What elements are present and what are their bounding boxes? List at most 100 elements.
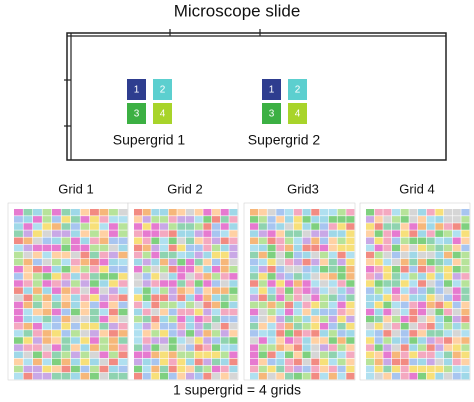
grid-cell — [302, 358, 311, 366]
grid-cell — [452, 216, 461, 223]
grid-cell — [461, 308, 470, 316]
grid-cell — [61, 308, 71, 316]
grid-cell — [71, 251, 80, 259]
grid-cell — [276, 351, 285, 359]
grid-cell — [452, 223, 461, 230]
grid-cell — [99, 287, 109, 294]
grid-cell — [293, 365, 302, 373]
grid-cell — [194, 301, 203, 309]
grid-cell — [42, 315, 52, 323]
grid-cell — [285, 230, 294, 237]
grid-cell — [142, 315, 151, 323]
grid-cell — [177, 365, 186, 373]
grid-cell — [426, 323, 435, 330]
grid-cell — [418, 358, 427, 366]
grid-cell — [229, 216, 238, 223]
grid-cell — [250, 323, 259, 330]
grid-cell — [80, 323, 90, 330]
grid-cell — [203, 344, 212, 351]
grid-cell — [23, 344, 33, 351]
grid-cell — [346, 351, 355, 359]
grid-cell — [61, 337, 71, 344]
grid-cell — [409, 301, 418, 309]
grid-cell — [71, 330, 80, 337]
grid-cell — [52, 273, 61, 280]
grid-cell — [250, 280, 259, 287]
grid-cell — [134, 294, 143, 302]
grid-cell — [33, 344, 42, 351]
grid-cell — [23, 337, 33, 344]
grid-cell — [14, 323, 23, 330]
grid-cell — [374, 315, 383, 323]
grid-cell — [229, 251, 238, 259]
grid-cell — [328, 209, 337, 216]
grid-cell — [302, 337, 311, 344]
grid-cell — [23, 358, 33, 366]
grid-cell — [346, 294, 355, 302]
grid-cell — [14, 337, 23, 344]
grid-cell — [409, 266, 418, 273]
grid-cell — [337, 315, 346, 323]
grid-cell — [151, 372, 160, 380]
grid-cell — [461, 344, 470, 351]
grid-label: Grid 1 — [58, 181, 93, 196]
grid-cell — [186, 230, 195, 237]
grid-cell — [151, 280, 160, 287]
grid-cell — [435, 323, 444, 330]
grid-cell — [328, 280, 337, 287]
supergrid-label: Supergrid 2 — [248, 132, 321, 148]
grid-cell — [109, 301, 118, 309]
grid-cell — [452, 244, 461, 252]
grid-cell — [160, 330, 169, 337]
grid-cell — [80, 287, 90, 294]
grid-cell — [42, 258, 52, 266]
grid-cell — [383, 216, 392, 223]
grid-cell — [293, 258, 302, 266]
grid-cell — [203, 258, 212, 266]
grid-cell — [444, 251, 453, 259]
grid-cell — [267, 244, 276, 252]
grid-cell — [452, 237, 461, 245]
grid-cell — [444, 358, 453, 366]
grid-label: Grid3 — [287, 181, 319, 196]
grid-cell — [267, 209, 276, 216]
grid-cell — [285, 209, 294, 216]
grid-cell — [337, 251, 346, 259]
grid-cell — [160, 337, 169, 344]
grid-cell — [134, 223, 143, 230]
grid-cell — [426, 337, 435, 344]
grid-cell — [452, 372, 461, 380]
grid-cell — [80, 315, 90, 323]
grid-cell — [320, 344, 329, 351]
grid-cell — [160, 230, 169, 237]
grid-cell — [80, 237, 90, 245]
grid-cell — [285, 287, 294, 294]
grid-cell — [426, 230, 435, 237]
grid-cell — [168, 308, 177, 316]
grid-cell — [160, 280, 169, 287]
grid-cell — [194, 330, 203, 337]
grid-cell — [444, 330, 453, 337]
grid-cell — [160, 287, 169, 294]
grid-cell — [267, 372, 276, 380]
grid-cell — [142, 337, 151, 344]
grid-cell — [461, 337, 470, 344]
grid-cell — [23, 323, 33, 330]
grid-cell — [374, 308, 383, 316]
grid-cell — [267, 258, 276, 266]
grid-cell — [250, 351, 259, 359]
grid-cell — [118, 216, 128, 223]
grid-cell — [33, 294, 42, 302]
grid-cell — [52, 237, 61, 245]
grid-cell — [99, 344, 109, 351]
grid-cell — [61, 237, 71, 245]
grid-cell — [52, 372, 61, 380]
grid-cell — [418, 287, 427, 294]
grid-cell — [258, 209, 267, 216]
grid-cell — [293, 251, 302, 259]
grid-cell — [444, 301, 453, 309]
grid-cell — [220, 244, 229, 252]
grid-cell — [293, 344, 302, 351]
grid-cell — [374, 287, 383, 294]
grid-cell — [285, 273, 294, 280]
